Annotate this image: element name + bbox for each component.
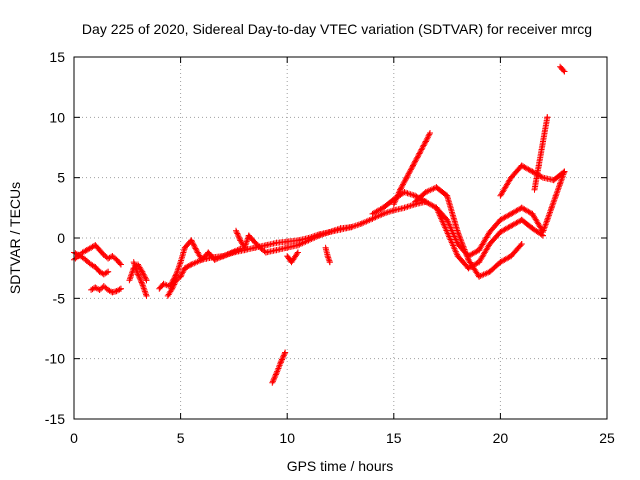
data-point <box>282 349 289 356</box>
data-point <box>535 138 546 169</box>
y-tick-label: -5 <box>53 290 66 306</box>
x-tick-label: 25 <box>599 430 615 446</box>
data-point <box>166 271 180 290</box>
data-point <box>348 224 355 231</box>
data-point <box>188 237 201 256</box>
data-point <box>508 241 525 260</box>
data-point <box>397 174 410 193</box>
series-seg1 <box>71 242 124 268</box>
y-tick-label: 10 <box>49 109 65 125</box>
x-tick-label: 20 <box>493 430 509 446</box>
data-point <box>497 174 515 199</box>
data-point <box>518 241 525 247</box>
data-point <box>476 241 493 266</box>
data-point <box>486 216 504 235</box>
chart-title: Day 225 of 2020, Sidereal Day-to-day VTE… <box>82 21 592 37</box>
grid-lines <box>74 57 607 419</box>
data-point <box>294 249 301 256</box>
series-seg10 <box>284 249 301 266</box>
data-points <box>71 63 568 386</box>
series-seg8 <box>233 224 355 256</box>
data-point <box>416 138 429 157</box>
data-point <box>444 216 461 247</box>
series-seg13 <box>390 130 433 208</box>
data-point <box>540 114 551 145</box>
series-seg15 <box>433 204 546 260</box>
data-point <box>380 196 397 211</box>
data-point <box>561 68 568 75</box>
data-point <box>433 204 451 223</box>
data-point <box>262 239 280 249</box>
data-point <box>105 268 112 275</box>
axis-ticks: 0 5 10 15 20 25 -15 -10 -5 0 5 10 15 <box>45 49 615 446</box>
data-point <box>476 229 493 254</box>
data-point <box>143 277 150 284</box>
data-point <box>518 216 536 232</box>
series-seg14 <box>412 184 525 280</box>
series-seg9 <box>269 349 289 386</box>
y-tick-label: 0 <box>57 230 65 246</box>
data-point <box>403 162 416 181</box>
series-seg7 <box>164 198 429 299</box>
data-point <box>427 130 433 136</box>
data-point <box>326 259 333 266</box>
data-point <box>486 229 504 247</box>
y-tick-label: 5 <box>57 170 65 186</box>
series-seg19 <box>557 63 568 75</box>
data-point <box>412 189 429 205</box>
y-tick-label: -10 <box>45 351 65 367</box>
data-point <box>324 253 333 266</box>
data-point <box>557 63 566 73</box>
data-point <box>444 192 461 235</box>
data-point <box>143 292 150 299</box>
y-axis-label: SDTVAR / TECUs <box>7 182 23 294</box>
data-point <box>465 256 483 280</box>
data-point <box>561 168 568 175</box>
series-seg3 <box>88 283 124 296</box>
data-point <box>444 229 461 260</box>
data-point <box>401 201 419 211</box>
series-seg6 <box>156 237 244 292</box>
x-tick-label: 10 <box>279 430 295 446</box>
data-point <box>559 66 568 75</box>
y-tick-label: -15 <box>45 411 65 427</box>
data-point <box>117 261 124 268</box>
plot-frame <box>73 56 608 420</box>
series-seg17 <box>531 114 551 193</box>
series-seg5 <box>126 261 150 284</box>
y-tick-label: 15 <box>49 49 65 65</box>
x-tick-label: 15 <box>386 430 402 446</box>
data-point <box>322 244 331 260</box>
series-seg11 <box>322 244 333 266</box>
series-seg12 <box>369 189 546 272</box>
data-point <box>390 186 404 208</box>
series-seg18 <box>540 168 568 235</box>
data-point <box>410 150 423 169</box>
data-point <box>117 285 124 292</box>
data-point <box>544 114 551 121</box>
x-axis-label: GPS time / hours <box>287 458 394 474</box>
x-tick-label: 0 <box>70 430 78 446</box>
series-seg16 <box>497 162 568 199</box>
data-point <box>486 259 504 275</box>
x-tick-label: 5 <box>177 430 185 446</box>
data-point <box>433 184 451 199</box>
